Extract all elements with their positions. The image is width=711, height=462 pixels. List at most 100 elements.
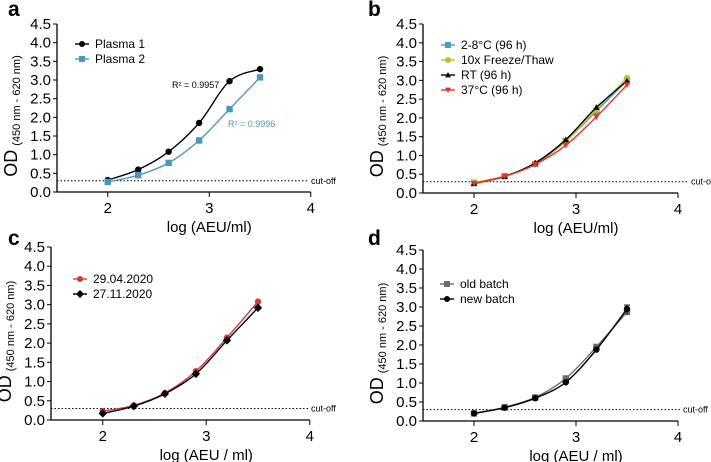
legend-marker: [76, 290, 84, 298]
legend-label: 27.11.2020: [93, 287, 152, 301]
y-tick-label: 2.5: [396, 91, 417, 108]
data-point: [470, 410, 478, 417]
y-tick-label: 2.0: [396, 110, 417, 127]
y-tick-label: 1.5: [24, 354, 45, 371]
panel-letter: b: [368, 0, 381, 21]
data-point: [256, 74, 264, 81]
y-tick-label: 2.0: [396, 337, 417, 354]
legend-marker: [444, 296, 450, 302]
y-axis-label-sub: (450 nm - 620 nm): [377, 283, 389, 373]
data-point: [195, 137, 203, 144]
y-axis-label-sub: (450 nm - 620 nm): [377, 56, 389, 146]
y-tick-label: 1.0: [24, 374, 45, 391]
data-point: [104, 178, 111, 186]
y-tick-label: 4.0: [396, 35, 417, 52]
y-tick-label: 4.5: [24, 239, 45, 256]
y-tick-label: 2.5: [30, 91, 51, 108]
legend-label: 37°C (96 h): [461, 83, 523, 97]
panel-d: d 0.0 0.5 1.0 1.5 2.0 2.5 3.0 3.5 4.0 4.5 2 3 4 log (A…: [367, 227, 708, 462]
y-tick-label: 1.0: [396, 375, 417, 392]
y-tick-label: 3.0: [30, 72, 51, 89]
series-1: [104, 74, 264, 186]
data-point: [501, 404, 508, 411]
cutoff-label: cut-off: [311, 176, 336, 186]
panel-b: b 0.0 0.5 1.01.5 2.0 2.5 3.03.5 4.0 4.5 2 3 4 log (A…: [367, 0, 711, 237]
y-tick-label: 0.5: [396, 166, 417, 183]
data-point: [562, 379, 569, 386]
legend-label: 10x Freeze/Thaw: [461, 53, 554, 67]
y-tick-label: 2.5: [24, 316, 45, 333]
x-tick-label: 4: [674, 429, 682, 446]
legend-marker: [445, 87, 451, 93]
y-tick-label: 1.5: [396, 129, 417, 146]
y-tick-label: 4.0: [24, 258, 45, 275]
y-axis-label-sub: (450 nm - 620 nm): [5, 281, 17, 371]
legend-marker: [79, 41, 85, 47]
data-point: [129, 401, 138, 411]
data-point: [593, 114, 600, 120]
series-1: [98, 303, 263, 418]
y-tick-label: 0.0: [396, 185, 417, 202]
legend-label: 29.04.2020: [93, 272, 153, 286]
legend-label: 2-8°C (96 h): [461, 38, 527, 52]
legend-marker: [445, 72, 451, 78]
data-point: [135, 166, 142, 173]
r-squared-annotation: R² = 0.9957: [172, 80, 219, 90]
data-point: [226, 105, 233, 113]
y-tick-label: 3.0: [396, 72, 417, 89]
x-axis-label: log (AEU/ml): [533, 220, 618, 237]
y-tick-label: 3.5: [396, 54, 417, 71]
data-point: [562, 142, 569, 149]
data-point: [562, 375, 569, 382]
y-tick-label: 4.5: [30, 16, 51, 33]
x-tick-label: 3: [572, 429, 580, 446]
y-tick-label: 3.0: [396, 299, 417, 316]
series-0: [99, 298, 262, 415]
y-tick-label: 2.5: [396, 318, 417, 335]
cutoff-label: cut-off: [683, 405, 708, 415]
y-tick-label: 0.0: [24, 412, 45, 429]
data-point: [160, 389, 170, 399]
series-line: [473, 308, 628, 415]
r-squared-annotation: R² = 0.9996: [228, 119, 275, 129]
y-tick-label: 0.5: [396, 394, 417, 411]
panel-letter: c: [8, 227, 20, 250]
data-point: [470, 181, 478, 187]
data-point: [623, 77, 631, 84]
panel-letter: d: [368, 227, 381, 250]
y-axis-label-main: OD: [367, 150, 387, 177]
y-tick-label: 1.0: [396, 147, 417, 164]
y-axis-label: OD (450 nm - 620 nm): [0, 281, 17, 402]
panel-letter: a: [8, 0, 20, 21]
legend-marker: [445, 42, 451, 48]
series-line: [473, 84, 628, 185]
legend-marker: [444, 281, 450, 287]
data-point: [256, 65, 264, 73]
data-point: [222, 336, 232, 345]
series-line: [102, 307, 259, 415]
data-point: [254, 298, 262, 305]
x-tick-label: 2: [470, 201, 478, 218]
y-tick-label: 4.0: [396, 261, 417, 278]
series-line: [473, 311, 628, 415]
y-tick-label: 1.5: [30, 128, 51, 145]
y-tick-label: 4.5: [396, 16, 417, 33]
legend-marker: [79, 56, 85, 62]
y-axis-label-sub: (450 nm - 620 nm): [11, 55, 23, 145]
x-axis-label: log (AEU / ml): [160, 447, 253, 462]
y-tick-label: 4.5: [396, 242, 417, 259]
data-point: [195, 119, 203, 127]
y-tick-label: 0.0: [396, 413, 417, 430]
data-point: [165, 159, 172, 167]
y-tick-label: 3.5: [396, 280, 417, 297]
data-point: [501, 173, 508, 180]
legend-label: Plasma 1: [95, 37, 145, 51]
y-tick-label: 2.0: [24, 335, 45, 352]
x-tick-label: 4: [674, 201, 682, 218]
y-tick-label: 0.0: [30, 184, 51, 201]
data-point: [226, 77, 233, 85]
y-tick-label: 3.5: [24, 277, 45, 294]
series-line: [102, 301, 259, 412]
